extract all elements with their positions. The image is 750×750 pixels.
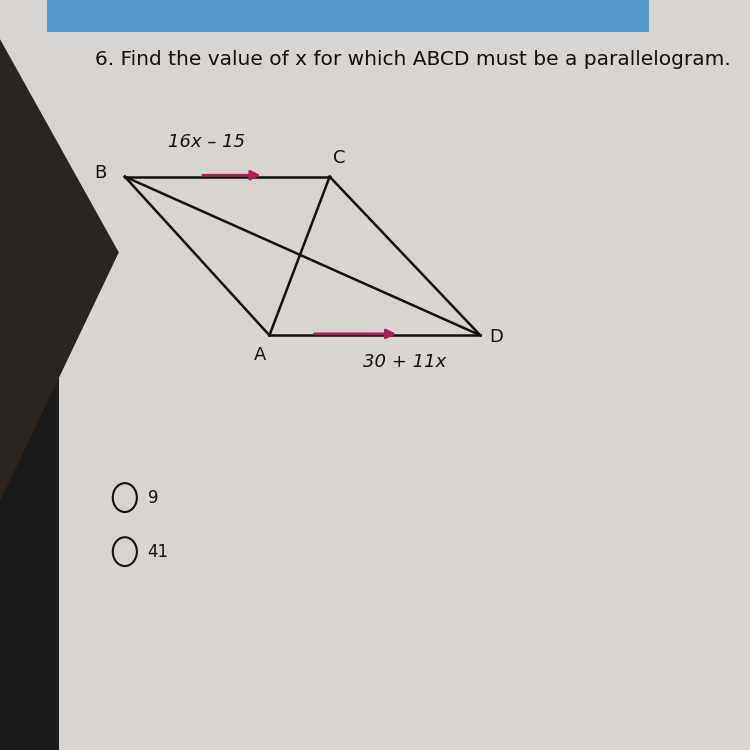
Text: D: D — [489, 328, 503, 346]
Text: 30 + 11x: 30 + 11x — [363, 353, 446, 371]
Bar — [46, 0, 649, 32]
Text: 16x – 15: 16x – 15 — [167, 134, 244, 152]
Text: 9: 9 — [148, 488, 158, 506]
Text: 6. Find the value of x for which ABCD must be a parallelogram.: 6. Find the value of x for which ABCD mu… — [94, 50, 730, 70]
Text: B: B — [94, 164, 106, 182]
Text: C: C — [333, 149, 345, 167]
Polygon shape — [0, 36, 118, 505]
Text: A: A — [254, 346, 266, 364]
Text: 41: 41 — [148, 543, 169, 561]
Bar — [0, 253, 58, 750]
